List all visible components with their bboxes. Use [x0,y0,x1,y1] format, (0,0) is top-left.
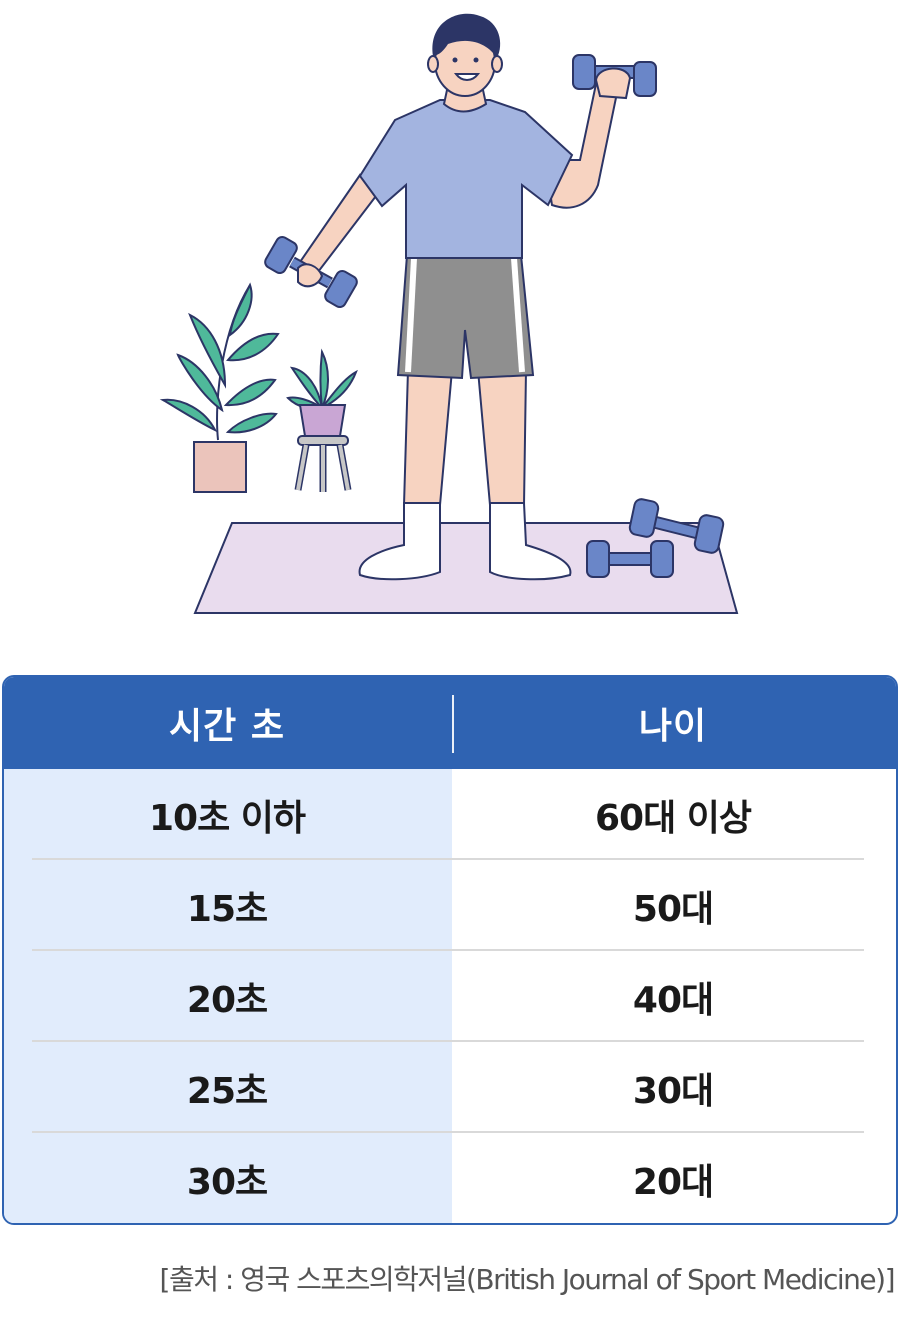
potted-plant-icon [159,282,280,493]
plant-on-stool-icon [286,348,358,492]
table-row: 20초 40대 [4,951,896,1042]
row-separator [32,949,864,951]
table-row: 25초 30대 [4,1042,896,1133]
man-exercising-with-dumbbells-illustration [159,13,739,614]
cell-time: 10초 이하 [149,797,306,839]
cell-time: 20초 [186,979,268,1021]
dumbbell-icon [628,498,725,554]
table-row: 15초 50대 [4,860,896,951]
cell-time: 30초 [186,1161,268,1203]
dumbbell-icon [572,54,657,100]
source-citation: [출처 : 영국 스포츠의학저널(British Journal of Spor… [159,1263,896,1296]
row-separator [32,1131,864,1133]
row-separator [32,1040,864,1042]
left-column-background [4,769,452,1223]
table-header: 시간 초 나이 [4,677,896,769]
header-age: 나이 [638,706,708,747]
header-divider [452,695,454,753]
row-separator [32,858,864,860]
cell-age: 30대 [632,1070,714,1112]
cell-age: 40대 [632,979,714,1021]
table-body: 10초 이하 60대 이상 15초 50대 20초 40대 25초 30대 30… [4,769,896,1223]
table-row: 30초 20대 [4,1133,896,1223]
header-time: 시간 초 [169,706,285,747]
cell-age: 20대 [632,1161,714,1203]
cell-age: 50대 [632,888,714,930]
cell-age: 60대 이상 [595,797,752,839]
cell-time: 15초 [186,888,268,930]
dumbbell-icon [264,235,358,309]
cell-time: 25초 [186,1070,268,1112]
dumbbell-icon [586,540,674,578]
age-balance-table: 시간 초 나이 10초 이하 60대 이상 15초 50대 20초 40대 25… [2,675,898,1225]
table-row: 10초 이하 60대 이상 [4,769,896,860]
